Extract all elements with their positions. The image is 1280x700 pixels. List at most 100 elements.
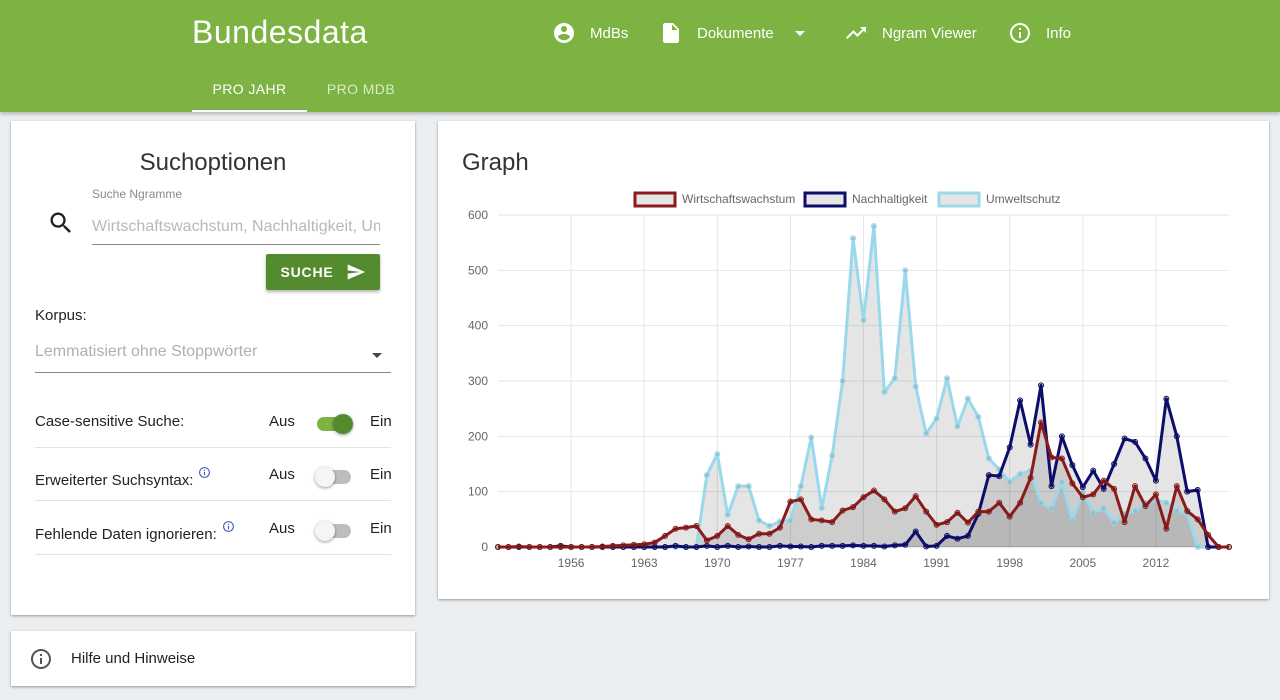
extended-syntax-toggle[interactable]: [315, 466, 353, 487]
data-point: [964, 532, 971, 539]
data-point: [1132, 483, 1139, 490]
data-point: [682, 524, 689, 531]
app-bar: Bundesdata MdBs Dokumente Ngram Viewer I…: [0, 0, 1280, 112]
data-point: [766, 530, 773, 537]
data-point: [818, 517, 825, 524]
option-off-label: Aus: [269, 413, 295, 430]
data-point: [787, 517, 794, 524]
data-point: [1017, 397, 1024, 404]
data-point: [1111, 461, 1118, 467]
chevron-down-icon: [372, 353, 382, 358]
data-point: [881, 389, 888, 396]
option-label-ignore-missing: Fehlende Daten ignorieren:: [35, 520, 235, 543]
option-row-case-sensitive: Case-sensitive Suche: Aus Ein: [35, 395, 392, 448]
data-point: [703, 472, 710, 479]
data-point: [944, 519, 951, 526]
ngram-search-input[interactable]: [92, 209, 380, 245]
data-point: [662, 532, 669, 539]
data-point: [1121, 519, 1128, 526]
x-tick-label: 2012: [1143, 556, 1170, 570]
data-point: [954, 535, 961, 542]
tab-pro-mdb[interactable]: PRO MDB: [326, 81, 396, 97]
data-point: [1090, 491, 1097, 498]
data-point: [557, 544, 564, 550]
data-point: [766, 544, 773, 550]
data-point: [944, 532, 951, 539]
data-point: [714, 451, 721, 458]
data-point: [1048, 505, 1055, 512]
data-point: [672, 542, 679, 549]
data-point: [933, 415, 940, 422]
data-point: [1194, 487, 1201, 494]
data-point: [1121, 435, 1128, 442]
data-point: [912, 528, 919, 535]
data-point: [536, 544, 543, 550]
data-point: [672, 525, 679, 532]
info-icon[interactable]: [198, 466, 211, 479]
data-point: [609, 542, 616, 549]
data-point: [923, 508, 930, 515]
data-point: [1090, 509, 1097, 516]
document-icon: [663, 23, 679, 43]
data-point: [860, 494, 867, 501]
info-icon: [1010, 23, 1030, 43]
data-point: [902, 505, 909, 512]
data-point: [860, 317, 867, 324]
data-point: [1079, 494, 1086, 501]
data-point: [1058, 455, 1065, 462]
option-label-case-sensitive: Case-sensitive Suche:: [35, 413, 185, 430]
corpus-select-value: Lemmatisiert ohne Stoppwörter: [35, 343, 258, 360]
data-point: [1194, 516, 1201, 523]
nav-info[interactable]: Info: [1008, 20, 1071, 46]
data-point: [839, 542, 846, 549]
option-on-label: Ein: [370, 413, 392, 430]
ngram-chart: 0 100 200 300 400 500 600 1956 1963 1970 1977 1984 1…: [468, 191, 1232, 570]
nav-ngram-viewer[interactable]: Ngram Viewer: [844, 20, 977, 46]
legend-swatch: [937, 191, 981, 208]
data-point: [850, 542, 857, 549]
app-brand[interactable]: Bundesdata: [192, 14, 368, 50]
help-card[interactable]: Hilfe und Hinweise: [11, 631, 415, 686]
tab-pro-jahr[interactable]: PRO JAHR: [192, 70, 307, 112]
data-point: [714, 544, 721, 550]
data-point: [599, 543, 606, 550]
data-point: [1027, 474, 1034, 481]
data-point: [870, 223, 877, 230]
data-point: [641, 541, 648, 548]
y-tick-label: 100: [468, 485, 488, 499]
case-sensitive-toggle[interactable]: [315, 413, 353, 434]
data-point: [829, 519, 836, 526]
data-point: [818, 542, 825, 549]
x-tick-label: 1963: [631, 556, 658, 570]
data-point: [745, 543, 752, 550]
data-point: [1152, 491, 1159, 498]
data-point: [1017, 470, 1024, 477]
data-point: [954, 509, 961, 516]
nav-dokumente[interactable]: Dokumente: [659, 20, 812, 46]
data-point: [495, 544, 501, 550]
data-point: [693, 522, 700, 529]
corpus-select[interactable]: Lemmatisiert ohne Stoppwörter: [35, 337, 391, 373]
data-point: [975, 508, 982, 515]
data-point: [1173, 508, 1180, 515]
data-point: [1173, 483, 1180, 490]
ignore-missing-toggle[interactable]: [315, 520, 353, 541]
x-tick-label: 1977: [777, 556, 804, 570]
data-point: [850, 504, 857, 511]
data-point: [1194, 544, 1201, 550]
y-tick-label: 600: [468, 208, 488, 222]
data-point: [870, 542, 877, 549]
data-point: [1132, 508, 1139, 515]
search-button[interactable]: SUCHE: [266, 254, 380, 290]
data-point: [756, 530, 763, 537]
data-point: [1163, 499, 1170, 506]
series-line-wirtschaftswachstum: [498, 421, 1229, 549]
search-options-card: Suchoptionen Suche Ngramme SUCHE Korpus:…: [11, 121, 415, 615]
info-icon[interactable]: [222, 520, 235, 533]
data-point: [1142, 455, 1149, 462]
y-tick-label: 200: [468, 429, 488, 443]
data-point: [1069, 517, 1076, 524]
nav-mdbs[interactable]: MdBs: [552, 20, 628, 46]
y-tick-label: 500: [468, 263, 488, 277]
x-tick-label: 1970: [704, 556, 731, 570]
